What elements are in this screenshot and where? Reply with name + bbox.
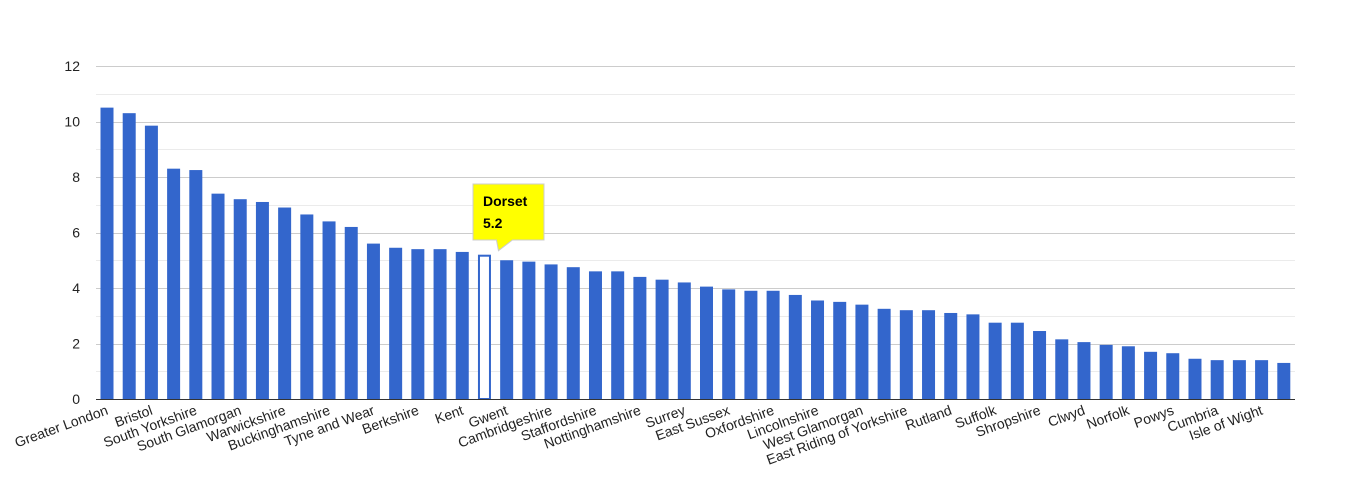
bar[interactable] [566, 267, 580, 399]
bar[interactable] [522, 261, 536, 399]
bar[interactable] [278, 207, 292, 399]
bar[interactable] [700, 286, 713, 399]
bar[interactable] [1055, 339, 1069, 399]
tooltip-box [472, 183, 545, 252]
bar[interactable] [988, 322, 1002, 399]
bar[interactable] [922, 310, 936, 399]
bar[interactable] [744, 290, 758, 399]
x-tick-label: Greater London [12, 402, 110, 451]
bar[interactable] [189, 170, 203, 399]
y-tick-label: 10 [64, 114, 80, 130]
bar[interactable] [100, 107, 114, 399]
bar[interactable] [322, 221, 336, 399]
bar[interactable] [655, 279, 669, 399]
bar[interactable] [811, 300, 825, 399]
bar[interactable] [1033, 331, 1047, 399]
bar[interactable] [366, 243, 380, 399]
bar[interactable] [1166, 353, 1180, 399]
bar[interactable] [833, 301, 847, 399]
x-tick-label: Norfolk [1084, 401, 1132, 432]
bar[interactable] [300, 214, 314, 399]
x-tick-label: Clwyd [1046, 402, 1087, 430]
bar[interactable] [1232, 360, 1246, 399]
y-tick-label: 6 [72, 225, 80, 241]
bar[interactable] [1188, 358, 1202, 399]
bar[interactable] [788, 294, 802, 399]
bar[interactable] [122, 113, 136, 400]
bar[interactable] [722, 289, 736, 399]
bar[interactable] [899, 310, 913, 399]
y-tick-label: 2 [72, 336, 80, 352]
bar[interactable] [500, 260, 514, 399]
x-tick-label: Kent [433, 402, 466, 427]
bars [100, 107, 1291, 400]
gridlines [96, 66, 1295, 372]
bar[interactable] [1277, 362, 1291, 399]
bar[interactable] [233, 199, 247, 399]
x-tick-label: Rutland [903, 402, 954, 434]
bar[interactable] [455, 251, 469, 399]
bar[interactable] [633, 276, 647, 399]
bar[interactable] [544, 264, 558, 399]
bar[interactable] [1099, 344, 1113, 399]
bar[interactable] [1144, 351, 1158, 399]
bar[interactable] [1077, 342, 1091, 399]
bar[interactable] [167, 168, 181, 399]
bar[interactable] [611, 271, 625, 399]
y-axis-tick-labels: 0 2 4 6 8 10 12 [64, 58, 80, 407]
bar[interactable] [1255, 360, 1269, 399]
bar[interactable] [1121, 346, 1135, 399]
y-tick-label: 12 [64, 58, 80, 74]
bar[interactable] [677, 282, 691, 399]
bar[interactable] [389, 247, 403, 399]
y-tick-label: 8 [72, 169, 80, 185]
y-tick-label: 4 [72, 280, 80, 296]
tooltip-label: Dorset [483, 193, 528, 209]
bar[interactable] [344, 226, 358, 399]
bar[interactable] [966, 314, 980, 399]
y-tick-label: 0 [72, 391, 80, 407]
bar[interactable] [211, 193, 225, 399]
bar[interactable] [411, 249, 425, 399]
bar[interactable] [877, 308, 891, 399]
bar[interactable] [1010, 322, 1024, 399]
bar-highlighted[interactable] [477, 254, 491, 400]
bar[interactable] [433, 249, 447, 399]
bar[interactable] [588, 271, 602, 399]
bar[interactable] [855, 304, 869, 399]
bar[interactable] [944, 312, 958, 399]
tooltip-value: 5.2 [483, 215, 503, 231]
tooltip: Dorset 5.2 [472, 183, 545, 252]
bar[interactable] [255, 201, 269, 399]
bar[interactable] [144, 125, 158, 399]
bar[interactable] [1210, 360, 1224, 399]
bar[interactable] [766, 290, 780, 399]
